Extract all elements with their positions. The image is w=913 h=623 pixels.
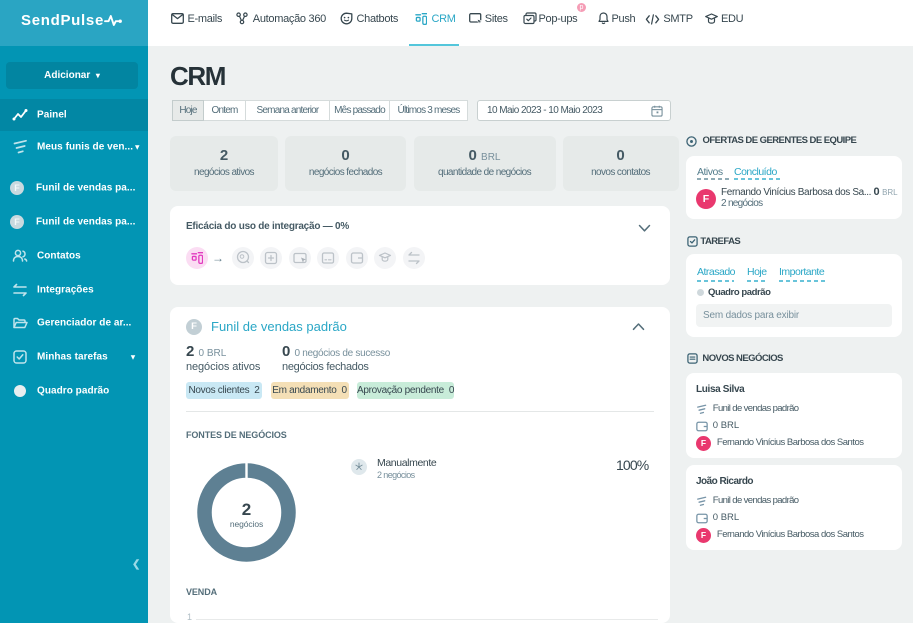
svg-text:2: 2	[242, 500, 251, 519]
svg-text:negócios: negócios	[230, 519, 263, 529]
